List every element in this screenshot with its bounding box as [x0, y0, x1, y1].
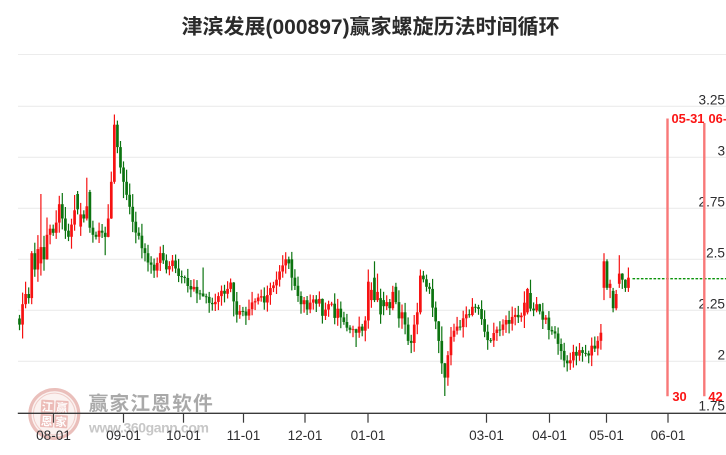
svg-text:03-01: 03-01 [469, 428, 504, 443]
svg-text:(000897): (000897) [266, 16, 350, 39]
svg-text:09-01: 09-01 [106, 428, 141, 443]
svg-text:42: 42 [708, 389, 722, 404]
svg-text:2.75: 2.75 [699, 194, 725, 209]
svg-text:10-01: 10-01 [166, 428, 201, 443]
svg-text:08-01: 08-01 [36, 428, 71, 443]
svg-text:3: 3 [717, 143, 725, 158]
svg-text:01-01: 01-01 [351, 428, 386, 443]
svg-text:04-01: 04-01 [532, 428, 567, 443]
svg-text:3.25: 3.25 [699, 92, 725, 107]
svg-text:2.5: 2.5 [706, 245, 725, 260]
svg-text:05-01: 05-01 [589, 428, 624, 443]
svg-text:30: 30 [672, 389, 686, 404]
svg-text:2: 2 [717, 347, 725, 362]
svg-text:06-01: 06-01 [651, 428, 686, 443]
svg-text:11-01: 11-01 [227, 428, 261, 443]
svg-text:12-01: 12-01 [288, 428, 323, 443]
svg-text:06-19: 06-19 [709, 111, 726, 126]
svg-text:05-31: 05-31 [672, 111, 705, 126]
svg-text:2.25: 2.25 [699, 296, 725, 311]
